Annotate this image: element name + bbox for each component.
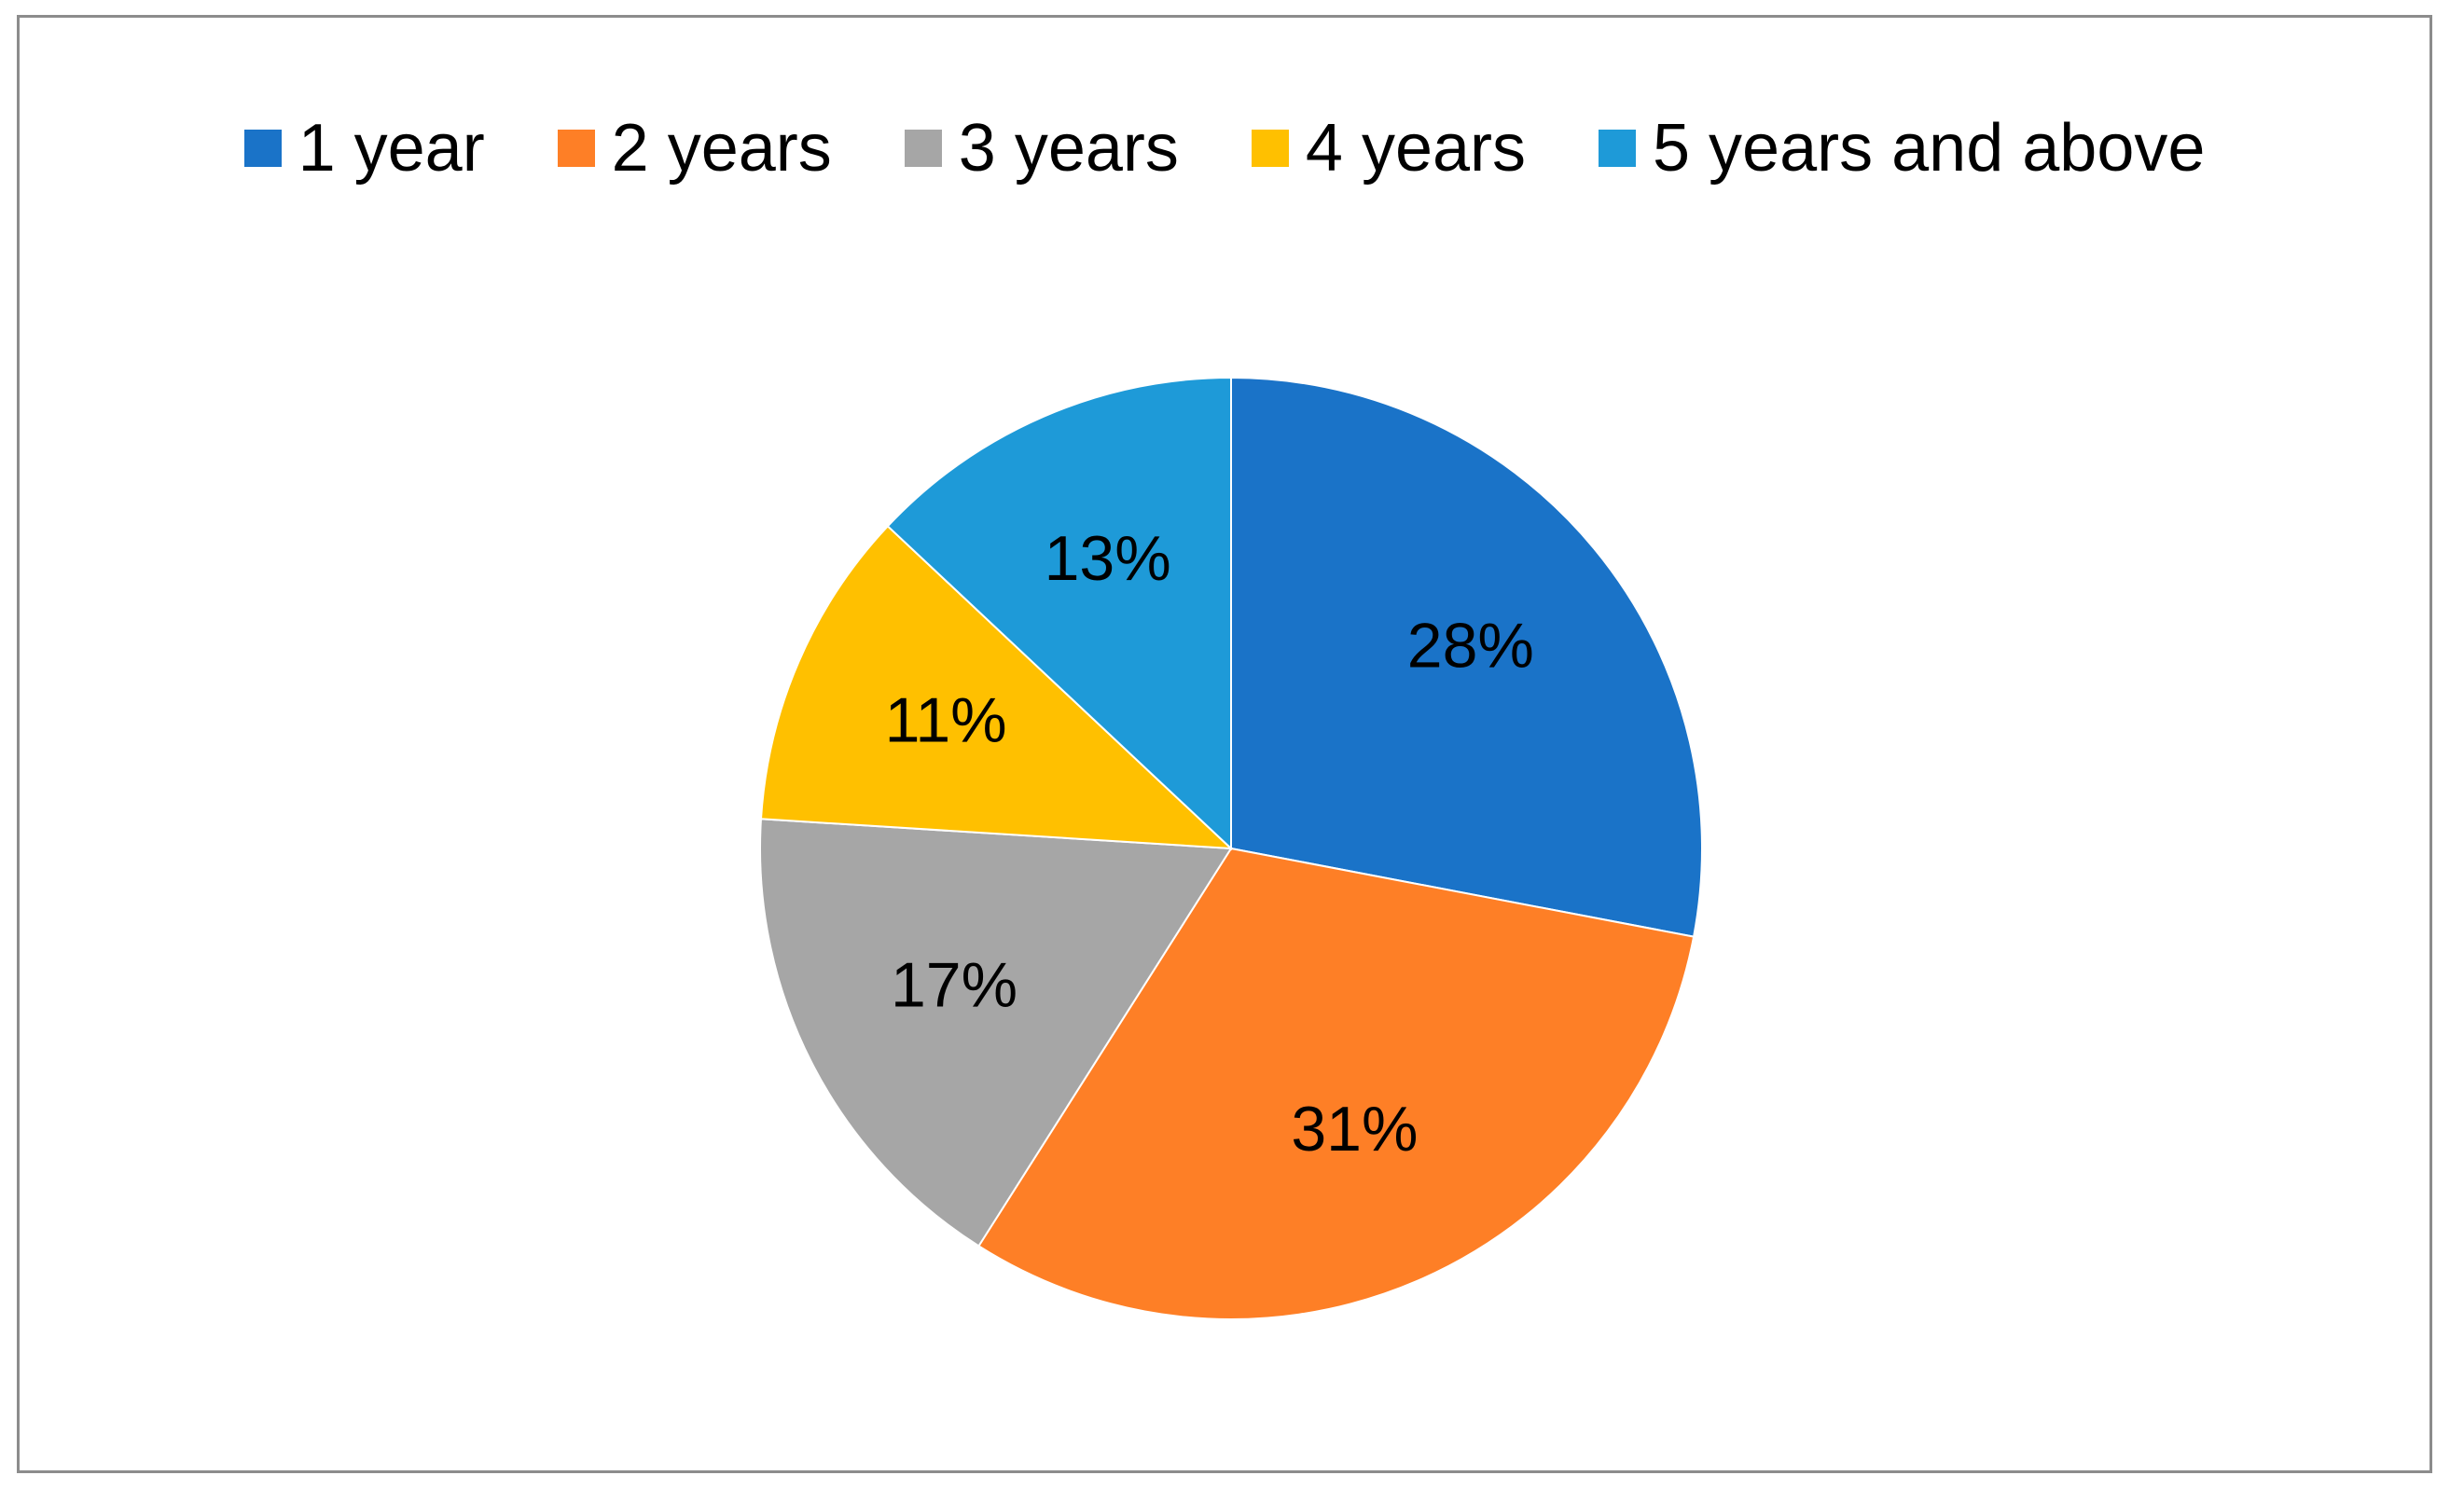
pie-slice-4-years	[759, 524, 1234, 850]
pie-slice-3-years	[759, 818, 1233, 1248]
legend-swatch	[557, 130, 595, 167]
legend-label: 3 years	[958, 111, 1179, 186]
chart-legend: 1 year 2 years 3 years 4 years 5 years a…	[20, 102, 2429, 195]
legend-item-4-years: 4 years	[1251, 110, 1526, 186]
pie-chart: 28% 31% 17% 11% 13%	[759, 376, 1703, 1320]
data-label: 28%	[1407, 611, 1534, 682]
legend-swatch	[243, 130, 282, 167]
pie-slice-1-year	[1230, 376, 1703, 938]
legend-swatch	[904, 130, 942, 167]
legend-label: 4 years	[1305, 111, 1526, 186]
legend-item-1-year: 1 year	[243, 110, 485, 186]
legend-swatch	[1599, 130, 1636, 167]
data-label: 31%	[1291, 1094, 1418, 1165]
legend-label: 2 years	[611, 111, 832, 186]
legend-item-5-years-and-above: 5 years and above	[1599, 110, 2205, 186]
data-label: 17%	[891, 949, 1017, 1020]
data-label: 13%	[1045, 523, 1171, 594]
legend-swatch	[1251, 130, 1289, 167]
legend-label: 5 years and above	[1653, 111, 2206, 186]
pie-slice-2-years	[977, 847, 1696, 1320]
legend-item-2-years: 2 years	[557, 110, 832, 186]
legend-label: 1 year	[298, 111, 485, 186]
data-label: 11%	[885, 685, 1007, 756]
legend-item-3-years: 3 years	[904, 110, 1179, 186]
chart-frame: 1 year 2 years 3 years 4 years 5 years a…	[17, 15, 2432, 1473]
pie-slice-5-years-and-above	[886, 376, 1232, 851]
